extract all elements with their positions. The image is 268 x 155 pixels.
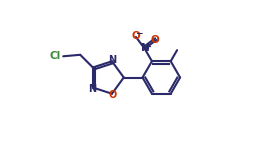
Text: +: + xyxy=(144,42,151,51)
Text: N: N xyxy=(88,84,96,94)
Text: −: − xyxy=(135,29,143,38)
Text: O: O xyxy=(150,35,159,45)
Text: N: N xyxy=(109,55,117,65)
Text: O: O xyxy=(132,31,140,41)
Text: Cl: Cl xyxy=(50,51,61,61)
Text: N: N xyxy=(141,43,150,53)
Text: O: O xyxy=(109,90,117,100)
